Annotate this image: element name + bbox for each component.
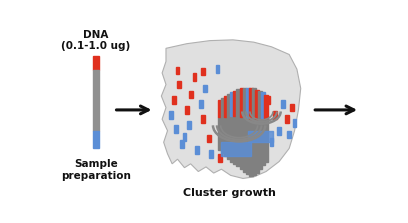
Bar	[249, 134, 253, 142]
Bar	[261, 118, 265, 165]
Bar	[207, 134, 211, 142]
Bar	[182, 133, 186, 141]
Bar	[218, 100, 222, 118]
Bar	[261, 92, 265, 118]
Bar	[175, 67, 180, 74]
Bar	[266, 96, 270, 104]
Bar	[195, 146, 199, 154]
Bar	[264, 118, 268, 162]
Bar	[243, 88, 246, 118]
Polygon shape	[161, 40, 301, 178]
Bar	[209, 150, 213, 158]
Bar	[230, 92, 234, 116]
Bar	[245, 133, 249, 141]
Bar	[252, 88, 256, 119]
Bar	[239, 88, 243, 117]
Text: DNA
(0.1-1.0 ug): DNA (0.1-1.0 ug)	[61, 30, 131, 51]
Bar	[270, 138, 273, 146]
Bar	[172, 96, 175, 104]
Bar	[180, 140, 184, 148]
Bar	[255, 119, 259, 173]
Bar	[193, 73, 196, 81]
Bar	[236, 89, 240, 116]
Bar	[236, 116, 240, 166]
Bar	[224, 117, 228, 156]
Bar	[201, 115, 205, 123]
Bar	[93, 70, 99, 132]
Bar	[189, 91, 193, 98]
Bar	[264, 95, 268, 118]
Bar	[252, 119, 256, 175]
Bar	[258, 91, 262, 118]
Bar	[233, 91, 237, 116]
Bar	[199, 100, 202, 108]
Text: Sample
preparation: Sample preparation	[61, 159, 131, 181]
Bar	[252, 150, 256, 158]
Bar	[249, 119, 253, 176]
Bar	[258, 108, 262, 115]
Bar	[290, 104, 294, 112]
Bar	[243, 118, 246, 171]
Bar	[287, 131, 291, 138]
Bar	[177, 81, 181, 88]
Text: Cluster growth: Cluster growth	[183, 188, 275, 198]
Bar	[227, 117, 231, 159]
Bar	[293, 119, 297, 127]
Bar	[277, 127, 281, 134]
Bar	[221, 117, 225, 153]
Bar	[218, 154, 222, 161]
Bar	[93, 132, 99, 149]
Bar	[246, 118, 250, 174]
Bar	[258, 118, 262, 169]
Bar	[233, 116, 237, 164]
Bar	[93, 56, 99, 70]
Bar	[262, 123, 266, 131]
Bar	[174, 125, 178, 133]
Bar	[224, 96, 228, 117]
Bar	[249, 88, 253, 119]
Bar	[285, 115, 289, 123]
Bar	[281, 100, 285, 108]
Bar	[185, 106, 188, 114]
Bar	[230, 116, 234, 161]
Bar	[201, 68, 205, 75]
Bar	[169, 112, 173, 119]
Bar	[246, 88, 250, 118]
Bar	[218, 118, 222, 150]
Bar	[248, 131, 273, 142]
Bar	[255, 90, 259, 119]
Bar	[227, 94, 231, 117]
Bar	[216, 65, 220, 73]
Bar	[241, 146, 245, 154]
Bar	[239, 117, 243, 169]
Bar	[222, 142, 251, 156]
Bar	[221, 98, 225, 117]
Bar	[187, 122, 191, 129]
Bar	[203, 85, 207, 92]
Bar	[273, 112, 277, 119]
